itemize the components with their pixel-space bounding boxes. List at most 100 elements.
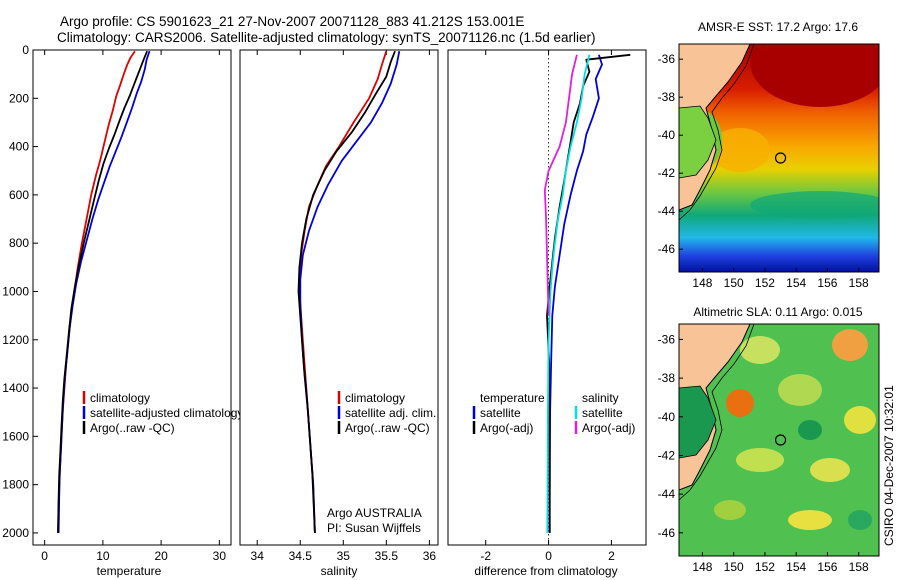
difference-axis-label: difference from climatology [474, 564, 617, 578]
coastal-shelf [679, 105, 717, 179]
float-position-circle [774, 152, 787, 164]
legend-label-climatology: climatology [90, 391, 150, 405]
difference-series-group [543, 53, 631, 533]
bathymetry-contour [679, 44, 755, 221]
credit-line-1: Argo AUSTRALIA [327, 506, 422, 520]
difference-profile-panel: -2 0 2 difference from climatology tempera… [447, 49, 647, 578]
longitude-tick-label: 150 [724, 560, 744, 574]
longitude-tick-label: 156 [817, 276, 837, 290]
latitude-tick-label: -36 [658, 332, 676, 346]
salinity-axis-label: salinity [321, 564, 358, 578]
sla-longitude-ticks: 148 150 152 154 156 158 [692, 552, 869, 574]
longitude-tick-label: 150 [724, 276, 744, 290]
y-tick-label: 1400 [2, 381, 29, 395]
sla-map-field [679, 324, 879, 556]
credit-line-2: PI: Susan Wijffels [327, 521, 421, 535]
longitude-tick-label: 158 [849, 276, 869, 290]
depth-axis-ticks: 0 200 400 600 800 1000 1200 1400 1600 1800 2000 [2, 43, 38, 540]
legend-label-salinity-argo: Argo(-adj) [582, 421, 635, 435]
argo-float-location-marker [774, 434, 787, 446]
sla-anomaly [798, 420, 822, 440]
salinity-axis-ticks: 34 34.5 35 35.5 36 [251, 50, 437, 563]
series-line-temperature-satellite [548, 54, 603, 533]
salinity-series-group [297, 50, 401, 533]
legend-label-argo: Argo(..raw -QC) [90, 421, 175, 435]
x-tick-label: 20 [154, 549, 168, 563]
legend-group-title-temperature: temperature [480, 391, 545, 405]
x-tick-label: 0 [545, 549, 552, 563]
y-tick-label: 1800 [2, 478, 29, 492]
legend-label-temperature-argo: Argo(-adj) [480, 421, 533, 435]
y-tick-label: 1000 [2, 284, 29, 298]
legend-label-satellite: satellite adj. clim. [345, 406, 436, 420]
temperature-axis-ticks: 0 10 20 30 [41, 50, 226, 563]
sst-longitude-ticks: 148 150 152 154 156 158 [692, 268, 869, 290]
sla-anomaly [714, 500, 746, 520]
series-line-argo-raw-qc [297, 50, 396, 533]
difference-legend: temperature satellite Argo(-adj) salinit… [472, 391, 635, 435]
longitude-tick-label: 152 [755, 276, 775, 290]
salinity-plot-frame [239, 49, 439, 546]
sst-warm-core [750, 44, 879, 107]
x-tick-label: 35.5 [375, 549, 399, 563]
footer-timestamp: CSIRO 04-Dec-2007 10:32:01 [882, 385, 896, 546]
sst-latitude-ticks: -36 -38 -40 -42 -44 -46 [658, 52, 683, 256]
y-tick-label: 200 [9, 91, 29, 105]
longitude-tick-label: 156 [817, 560, 837, 574]
x-tick-label: 0 [41, 549, 48, 563]
legend-label-satellite: satellite-adjusted climatology [90, 406, 243, 420]
longitude-tick-label: 152 [755, 560, 775, 574]
sla-anomaly [740, 336, 780, 364]
longitude-tick-label: 158 [849, 560, 869, 574]
x-tick-label: 2 [608, 549, 615, 563]
salinity-profile-panel: 34 34.5 35 35.5 36 salinity climatology sate… [239, 49, 439, 578]
latitude-tick-label: -38 [658, 90, 676, 104]
sla-anomaly [788, 510, 832, 530]
sst-front-band [750, 191, 879, 219]
temperature-axis-label: temperature [97, 564, 162, 578]
latitude-tick-label: -44 [658, 487, 676, 501]
legend-label-argo: Argo(..raw -QC) [345, 421, 430, 435]
x-tick-label: 10 [96, 549, 110, 563]
y-tick-label: 400 [9, 140, 29, 154]
latitude-tick-label: -36 [658, 52, 676, 66]
header-line-2: Climatology: CARS2006. Satellite-adjuste… [57, 30, 596, 45]
latitude-tick-label: -42 [658, 166, 676, 180]
float-position-circle [774, 434, 787, 446]
y-tick-label: 800 [9, 236, 29, 250]
sla-latitude-ticks: -36 -38 -40 -42 -44 -46 [658, 332, 683, 540]
salinity-legend: climatology satellite adj. clim. Argo(..… [337, 391, 436, 435]
latitude-tick-label: -44 [658, 204, 676, 218]
sla-anomaly [810, 458, 850, 482]
bathymetry-contour [679, 324, 755, 501]
x-tick-label: 36 [423, 549, 437, 563]
sla-map-panel: Altimetric SLA: 0.11 Argo: 0.015 148 150 1… [658, 305, 880, 574]
legend-label-climatology: climatology [345, 391, 405, 405]
y-tick-label: 0 [22, 43, 29, 57]
sla-anomaly [778, 374, 822, 406]
sst-map-frame [678, 43, 880, 273]
y-tick-label: 2000 [2, 526, 29, 540]
temperature-legend: climatology satellite-adjusted climatolo… [82, 391, 243, 435]
sla-anomaly [726, 389, 754, 417]
sla-anomaly [832, 329, 868, 361]
longitude-tick-label: 154 [786, 560, 806, 574]
sst-map-title: AMSR-E SST: 17.2 Argo: 17.6 [698, 20, 858, 34]
sst-warm-patch [710, 128, 770, 172]
latitude-tick-label: -46 [658, 242, 676, 256]
sla-anomaly [848, 510, 872, 530]
difference-axis-ticks: -2 0 2 [480, 50, 615, 563]
series-line-salinity-satellite [546, 54, 591, 533]
x-tick-label: 34 [251, 549, 265, 563]
latitude-tick-label: -40 [658, 410, 676, 424]
x-tick-label: 30 [213, 549, 227, 563]
sla-anomaly [736, 448, 784, 472]
latitude-tick-label: -40 [658, 128, 676, 142]
longitude-tick-label: 148 [692, 560, 712, 574]
y-tick-label: 1200 [2, 333, 29, 347]
argo-float-location-marker [774, 152, 787, 164]
y-tick-label: 1600 [2, 429, 29, 443]
legend-group-title-salinity: salinity [582, 391, 619, 405]
longitude-tick-label: 154 [786, 276, 806, 290]
